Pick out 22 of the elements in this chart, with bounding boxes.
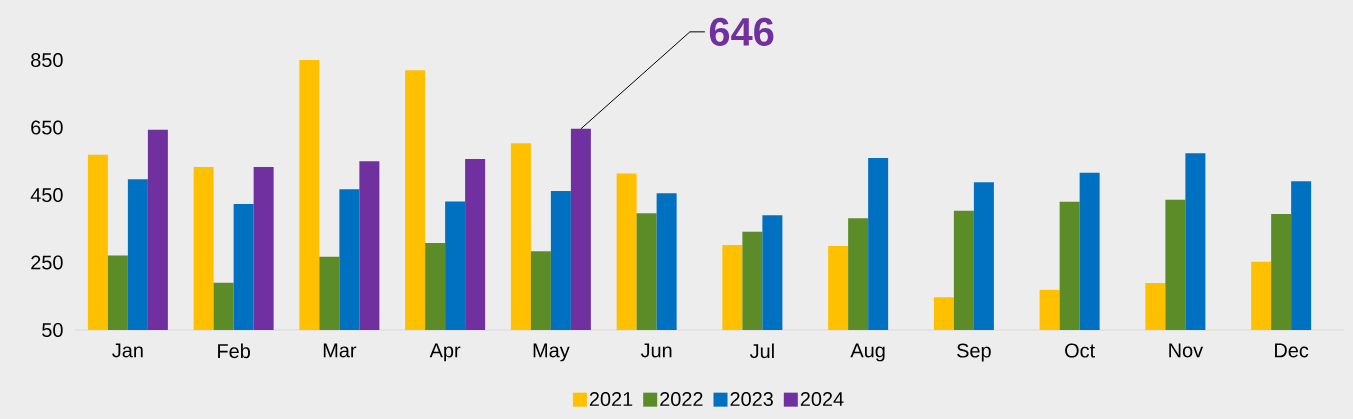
legend-label: 2021 (589, 391, 633, 407)
x-tick-label: Oct (1065, 343, 1095, 358)
y-tick-label: 850 (31, 52, 63, 68)
x-tick-label: Jul (749, 343, 774, 359)
y-tick-label: 650 (31, 120, 63, 135)
legend-label: 2024 (800, 391, 844, 407)
x-tick-label: Jun (640, 343, 672, 358)
legend-label: 2022 (660, 391, 703, 407)
x-tick-label: Dec (1275, 343, 1309, 358)
x-tick-label: Sep (957, 343, 991, 362)
x-tick-label: Nov (1169, 343, 1204, 358)
y-tick-label: 50 (42, 322, 63, 338)
legend-label: 2023 (730, 391, 773, 407)
x-tick-label: May (533, 343, 570, 362)
y-tick-label: 250 (31, 255, 63, 270)
x-tick-label: Feb (218, 343, 250, 359)
data-label: 646 (709, 17, 774, 46)
x-tick-label: Aug (850, 343, 885, 362)
y-tick-label: 450 (30, 187, 63, 203)
x-tick-label: Apr (429, 343, 461, 362)
x-tick-label: Jan (112, 343, 143, 358)
x-tick-label: Mar (323, 343, 357, 358)
